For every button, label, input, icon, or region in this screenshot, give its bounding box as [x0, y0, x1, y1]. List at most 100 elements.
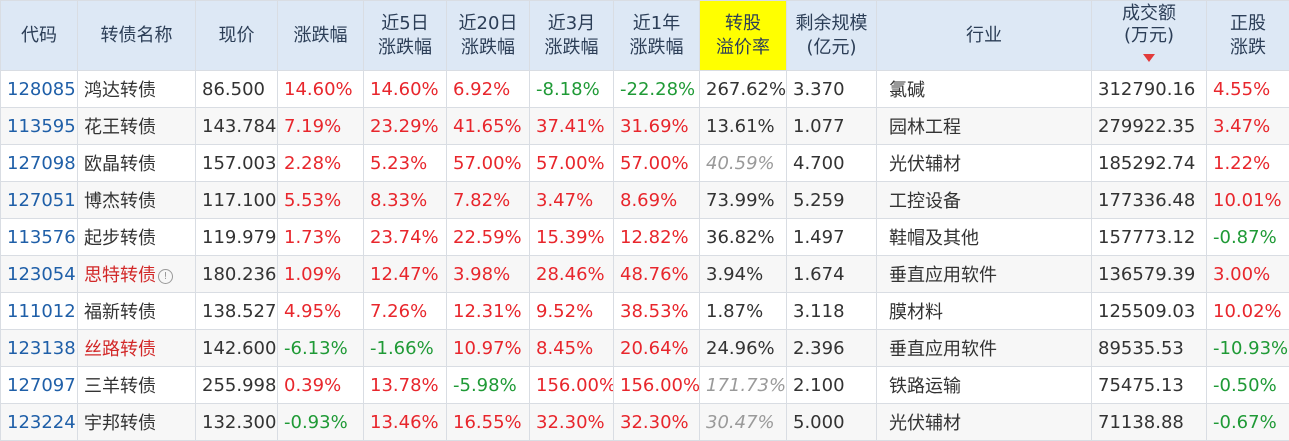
header-label: 涨跌幅: [378, 37, 432, 58]
cell-name[interactable]: 起步转债: [78, 219, 196, 256]
header-premium[interactable]: 转股溢价率: [700, 1, 787, 71]
chg3m-value: 15.39%: [536, 227, 605, 248]
cell-code[interactable]: 128085: [1, 71, 78, 108]
cell-code[interactable]: 123138: [1, 330, 78, 367]
cell-turnover: 312790.16: [1092, 71, 1207, 108]
code-value: 127098: [7, 153, 76, 174]
header-remain[interactable]: 剩余规模(亿元): [787, 1, 877, 71]
cell-turnover: 89535.53: [1092, 330, 1207, 367]
cell-code[interactable]: 113576: [1, 219, 78, 256]
header-price[interactable]: 现价: [196, 1, 278, 71]
cell-name[interactable]: 三羊转债: [78, 367, 196, 404]
cell-turnover: 125509.03: [1092, 293, 1207, 330]
header-chg[interactable]: 涨跌幅: [278, 1, 364, 71]
name-value: 三羊转债: [84, 376, 156, 397]
cell-chg1y: 8.69%: [614, 182, 700, 219]
name-value: 思特转债: [84, 265, 156, 286]
header-label: 涨跌幅: [461, 37, 515, 58]
cell-name[interactable]: 博杰转债: [78, 182, 196, 219]
chg20-value: 41.65%: [453, 116, 522, 137]
sort-desc-icon[interactable]: [1143, 54, 1155, 62]
chg20-value: 12.31%: [453, 301, 522, 322]
cell-stock-chg: -10.93%: [1207, 330, 1289, 367]
cell-code[interactable]: 123054: [1, 256, 78, 293]
remain-value: 3.370: [793, 79, 845, 100]
header-stock-chg[interactable]: 正股涨跌: [1207, 1, 1289, 71]
cell-turnover: 279922.35: [1092, 108, 1207, 145]
code-value: 123138: [7, 338, 76, 359]
cell-name[interactable]: 鸿达转债: [78, 71, 196, 108]
header-row: 代码转债名称现价涨跌幅近5日涨跌幅近20日涨跌幅近3月涨跌幅近1年涨跌幅转股溢价…: [1, 1, 1289, 71]
cell-chg3m: 32.30%: [530, 404, 614, 441]
cell-code[interactable]: 111012: [1, 293, 78, 330]
cell-turnover: 185292.74: [1092, 145, 1207, 182]
chg5-value: 8.33%: [370, 190, 427, 211]
cell-code[interactable]: 127097: [1, 367, 78, 404]
price-value: 143.784: [202, 116, 276, 137]
cell-code[interactable]: 113595: [1, 108, 78, 145]
chg3m-value: -8.18%: [536, 79, 600, 100]
cell-code[interactable]: 123224: [1, 404, 78, 441]
industry-value: 垂直应用软件: [889, 339, 997, 360]
chg-value: 14.60%: [284, 79, 353, 100]
header-label: 代码: [21, 25, 57, 46]
cell-chg20: 22.59%: [447, 219, 530, 256]
cell-chg5: 5.23%: [364, 145, 447, 182]
cell-remain: 3.118: [787, 293, 877, 330]
chg3m-value: 9.52%: [536, 301, 593, 322]
remain-value: 5.000: [793, 412, 845, 433]
chg5-value: 23.74%: [370, 227, 439, 248]
remain-value: 1.077: [793, 116, 845, 137]
turnover-value: 75475.13: [1098, 375, 1184, 396]
cell-remain: 3.370: [787, 71, 877, 108]
header-turnover[interactable]: 成交额(万元): [1092, 1, 1207, 71]
header-industry[interactable]: 行业: [877, 1, 1092, 71]
header-chg3m[interactable]: 近3月涨跌幅: [530, 1, 614, 71]
cell-premium: 24.96%: [700, 330, 787, 367]
cell-name[interactable]: 思特转债!: [78, 256, 196, 293]
header-label: 溢价率: [716, 37, 770, 58]
cell-chg5: 13.46%: [364, 404, 447, 441]
premium-value: 267.62%: [706, 79, 786, 100]
header-code[interactable]: 代码: [1, 1, 78, 71]
chg-value: 4.95%: [284, 301, 341, 322]
cell-price: 86.500: [196, 71, 278, 108]
header-chg20[interactable]: 近20日涨跌幅: [447, 1, 530, 71]
chg3m-value: 156.00%: [536, 375, 614, 396]
cell-name[interactable]: 花王转债: [78, 108, 196, 145]
header-label: 现价: [219, 25, 255, 46]
header-label: 涨跌幅: [630, 37, 684, 58]
cell-name[interactable]: 福新转债: [78, 293, 196, 330]
name-value: 宇邦转债: [84, 413, 156, 434]
info-icon[interactable]: !: [158, 269, 173, 284]
chg-value: 2.28%: [284, 153, 341, 174]
chg20-value: 7.82%: [453, 190, 510, 211]
header-name[interactable]: 转债名称: [78, 1, 196, 71]
header-chg1y[interactable]: 近1年涨跌幅: [614, 1, 700, 71]
chg1y-value: 38.53%: [620, 301, 689, 322]
chg-value: -6.13%: [284, 338, 348, 359]
name-value: 花王转债: [84, 117, 156, 138]
header-chg5[interactable]: 近5日涨跌幅: [364, 1, 447, 71]
cell-chg3m: 37.41%: [530, 108, 614, 145]
cell-name[interactable]: 欧晶转债: [78, 145, 196, 182]
cell-name[interactable]: 宇邦转债: [78, 404, 196, 441]
cell-chg: 1.09%: [278, 256, 364, 293]
cell-name[interactable]: 丝路转债: [78, 330, 196, 367]
cell-stock-chg: 4.55%: [1207, 71, 1289, 108]
industry-value: 光伏辅材: [889, 154, 961, 175]
cell-code[interactable]: 127098: [1, 145, 78, 182]
cell-code[interactable]: 127051: [1, 182, 78, 219]
cell-turnover: 157773.12: [1092, 219, 1207, 256]
chg3m-value: 32.30%: [536, 412, 605, 433]
